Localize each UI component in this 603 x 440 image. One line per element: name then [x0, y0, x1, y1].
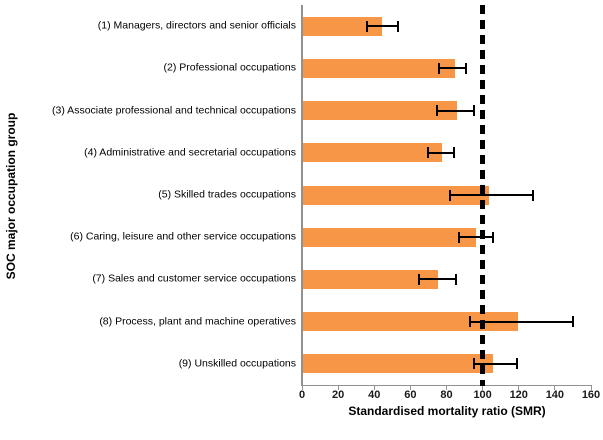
x-axis-tick [518, 386, 520, 390]
x-axis-tick [373, 386, 375, 390]
error-bar-cap-right [472, 105, 475, 117]
x-axis-tick-label: 60 [404, 389, 417, 401]
bar [303, 227, 477, 247]
error-bar-cap-left [366, 20, 369, 32]
error-bar [419, 278, 456, 281]
error-bar-cap-right [515, 358, 518, 370]
error-bar-cap-left [427, 147, 430, 159]
category-label: (5) Skilled trades occupations [158, 188, 296, 201]
x-axis-tick-label: 140 [545, 389, 565, 401]
error-bar-cap-left [418, 273, 421, 285]
y-axis-line [301, 5, 303, 386]
error-bar-cap-left [468, 316, 471, 328]
x-axis-tick-label: 100 [473, 389, 492, 401]
x-axis-tick-label: 160 [581, 389, 601, 401]
error-bar-cap-right [492, 231, 495, 243]
error-bar [473, 362, 517, 365]
error-bar-cap-right [396, 20, 399, 32]
x-axis-title: Standardised mortality ratio (SMR) [348, 404, 546, 418]
error-bar [439, 67, 467, 70]
x-axis-tick-label: 20 [332, 389, 345, 401]
x-axis-tick [446, 386, 447, 390]
category-label: (1) Managers, directors and senior offic… [97, 19, 296, 32]
x-axis-tick-label: 40 [368, 389, 381, 401]
bar [303, 101, 457, 121]
y-axis-title: SOC major occupation group [4, 112, 18, 280]
error-bar [459, 236, 494, 239]
bar [303, 143, 443, 163]
bar [303, 58, 455, 78]
x-axis-tick-label: 80 [440, 389, 453, 401]
error-bar-cap-right [454, 273, 457, 285]
x-axis-tick [337, 386, 339, 390]
error-bar [367, 25, 398, 28]
x-axis-tick [482, 386, 484, 390]
x-axis-tick-label: 120 [509, 389, 528, 401]
bar [303, 185, 490, 205]
bar [303, 269, 439, 289]
category-label: (6) Caring, leisure and other service oc… [70, 230, 296, 243]
x-axis-tick-label: 0 [298, 389, 306, 401]
x-axis-tick [301, 386, 303, 390]
category-label: (7) Sales and customer service occupatio… [92, 272, 296, 285]
x-axis-tick [409, 386, 411, 390]
error-bar-cap-left [438, 62, 441, 74]
category-label: (8) Process, plant and machine operative… [99, 315, 296, 328]
error-bar-cap-right [532, 189, 535, 201]
reference-line-smr-100 [480, 5, 486, 386]
bar [303, 312, 518, 332]
x-axis-tick [554, 386, 556, 390]
error-bar [437, 109, 474, 112]
category-label: (2) Professional occupations [163, 61, 297, 74]
bar [303, 354, 493, 374]
x-axis-tick [590, 386, 592, 390]
error-bar [428, 151, 454, 154]
category-label: (3) Associate professional and technical… [52, 103, 296, 116]
error-bar [469, 320, 573, 323]
bar [303, 16, 383, 36]
error-bar [450, 194, 534, 196]
error-bar-cap-right [571, 316, 574, 328]
error-bar-cap-right [465, 62, 468, 74]
x-axis-line [301, 385, 592, 386]
error-bar-cap-left [436, 105, 439, 117]
error-bar-cap-right [452, 147, 455, 159]
category-label: (9) Unskilled occupations [178, 357, 296, 370]
category-label: (4) Administrative and secretarial occup… [84, 146, 296, 159]
error-bar-cap-left [472, 358, 475, 370]
error-bar-cap-left [449, 189, 452, 201]
error-bar-cap-left [458, 231, 461, 243]
